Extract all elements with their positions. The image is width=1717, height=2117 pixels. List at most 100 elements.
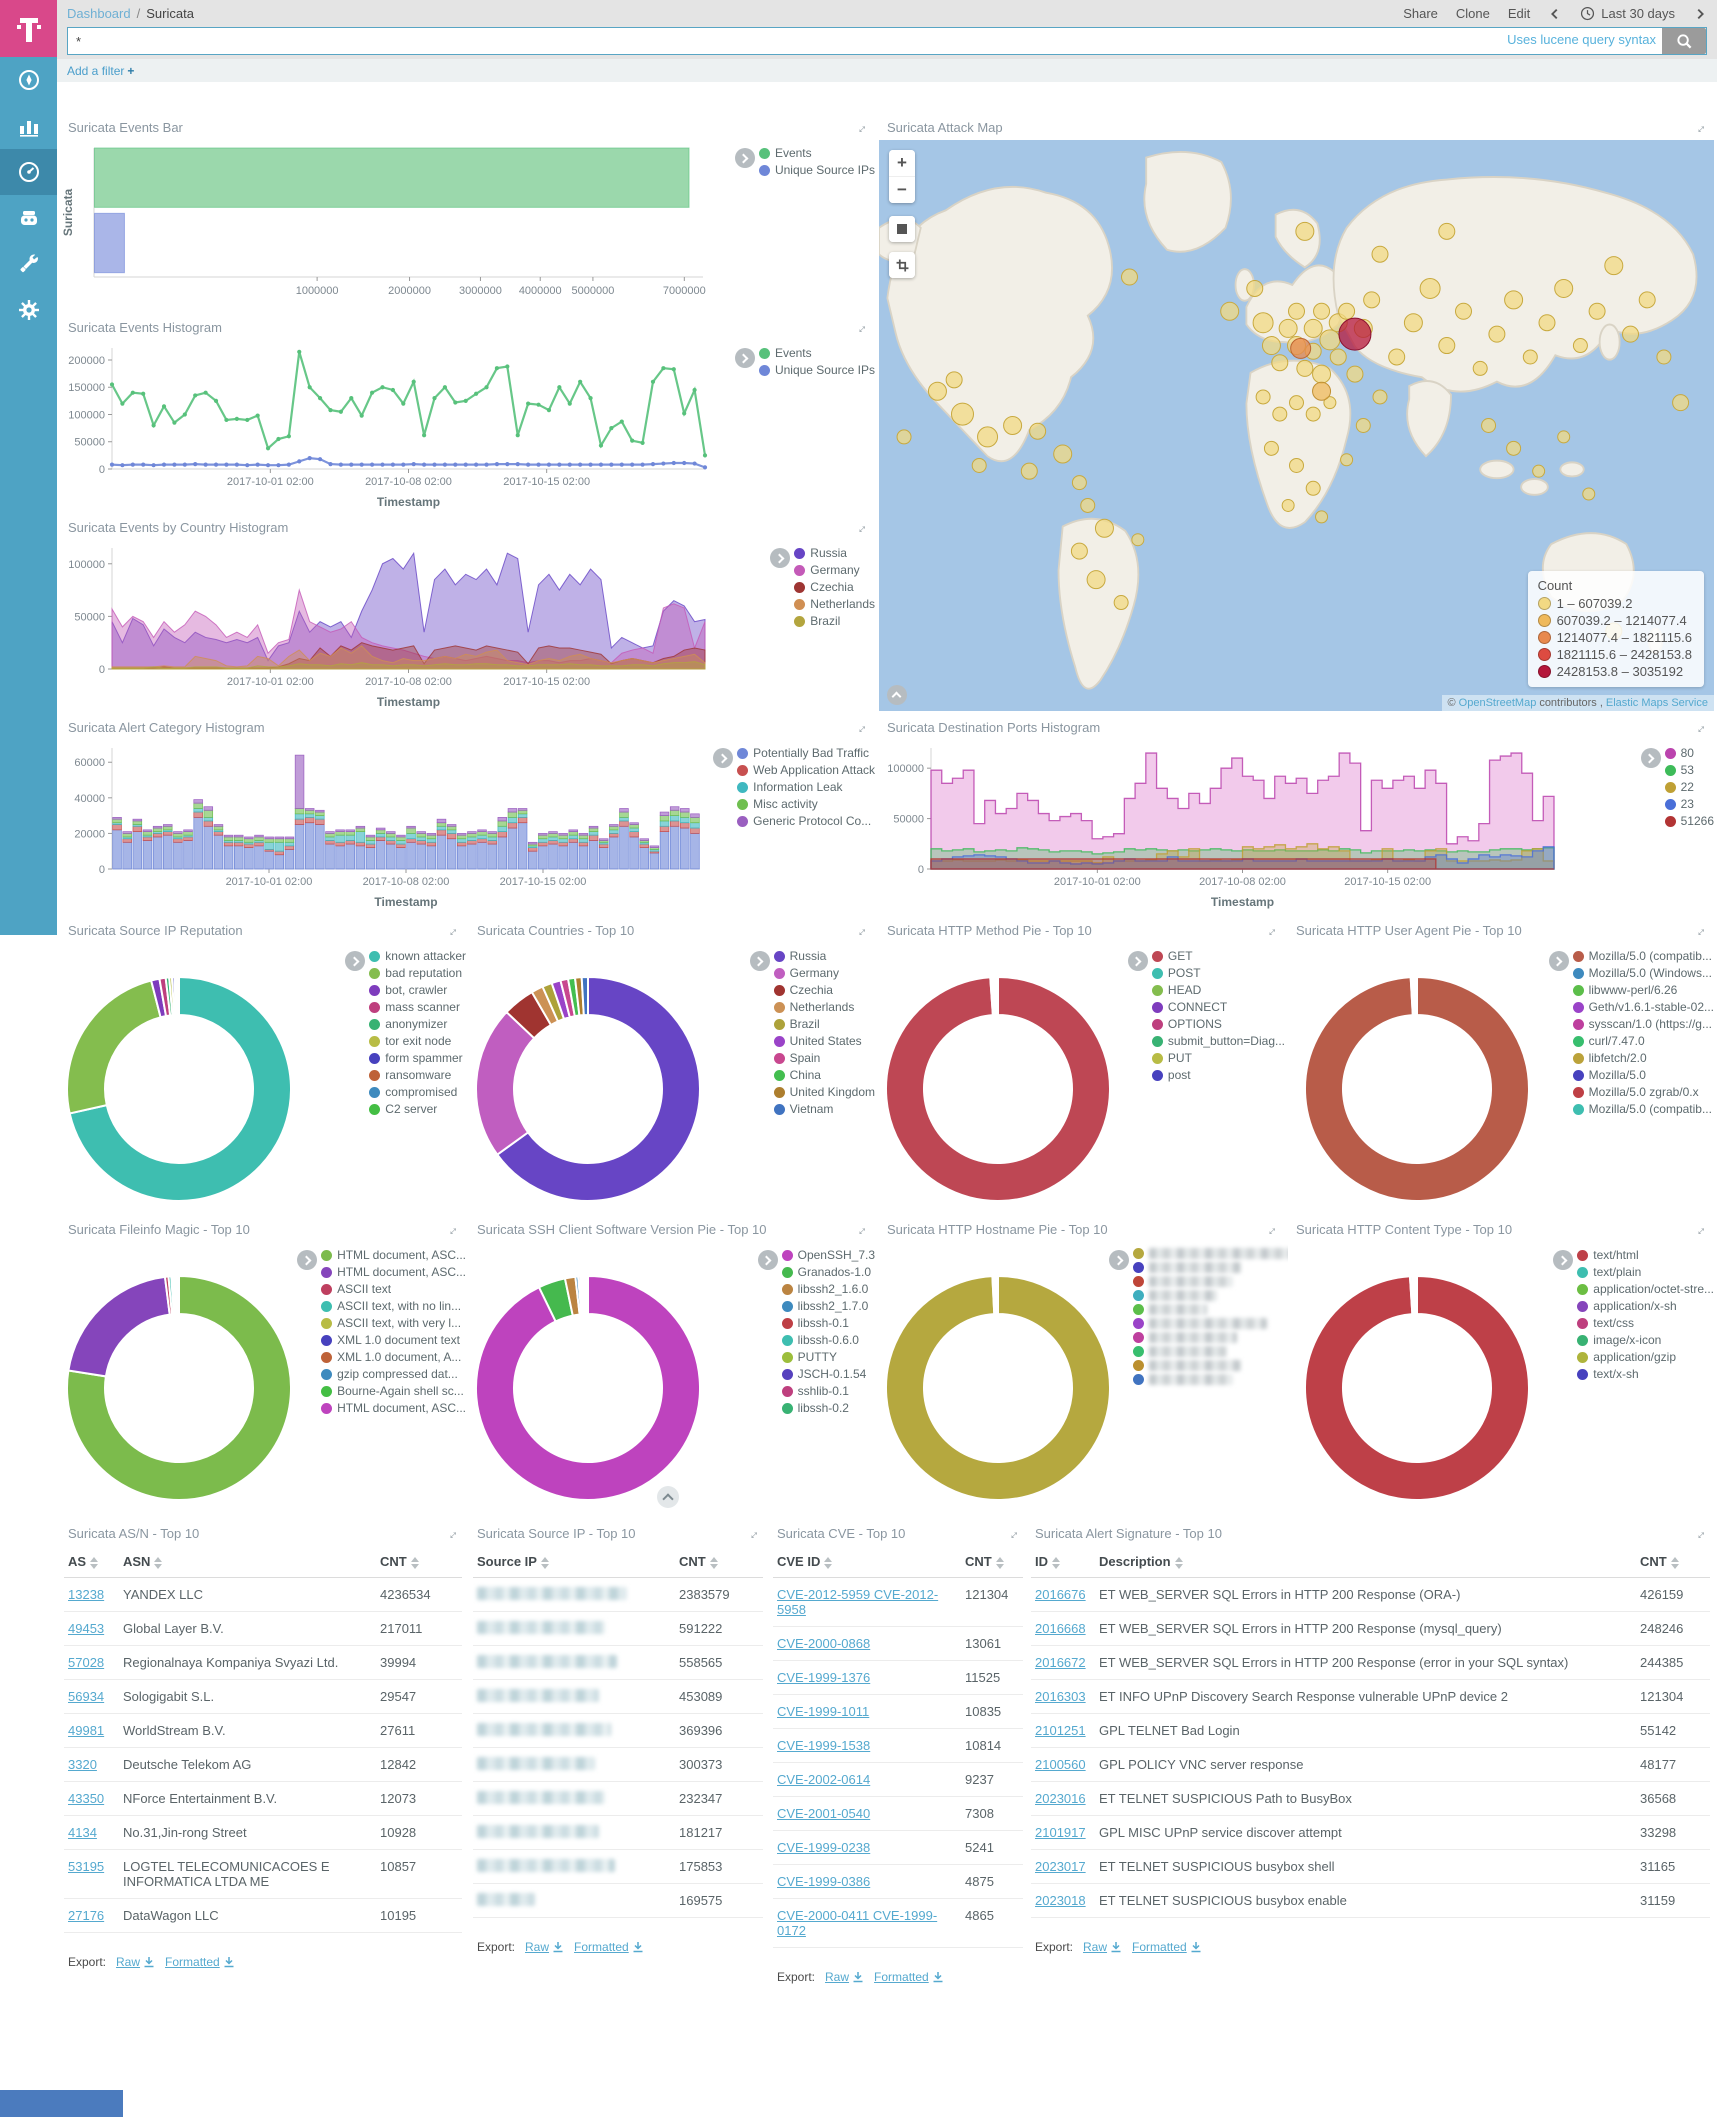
legend-item[interactable] [1133, 1360, 1297, 1371]
expand-panel-icon[interactable]: ↔ [441, 1219, 462, 1239]
legend-item[interactable]: form spammer [369, 1051, 466, 1065]
attack-bubble[interactable] [1263, 440, 1279, 456]
legend-item[interactable]: Geth/v1.6.1-stable-02... [1572, 1000, 1714, 1014]
sidebar-item-dashboard[interactable] [0, 149, 57, 195]
legend-toggle-button[interactable] [1127, 951, 1148, 971]
legend-item[interactable]: JSCH-0.1.54 [781, 1367, 875, 1381]
legend-item[interactable]: 23 [1664, 797, 1714, 811]
legend-item[interactable]: Netherlands [794, 597, 875, 611]
attack-bubble[interactable] [1295, 221, 1315, 241]
table-link[interactable]: 2016676 [1035, 1587, 1086, 1602]
search-button[interactable] [1662, 28, 1706, 54]
attack-bubble[interactable] [1305, 406, 1321, 422]
column-header-cnt[interactable]: CNT [1636, 1546, 1710, 1578]
legend-toggle-button[interactable] [1640, 748, 1661, 768]
attack-bubble[interactable] [1121, 268, 1138, 286]
legend-item[interactable]: HEAD [1151, 983, 1285, 997]
legend-toggle-button[interactable] [345, 951, 366, 971]
legend-item[interactable]: HTML document, ASC... [321, 1265, 466, 1279]
legend-item[interactable]: image/x-icon [1577, 1333, 1714, 1347]
column-header-cnt[interactable]: CNT [376, 1546, 462, 1578]
legend-item[interactable]: Germany [773, 966, 875, 980]
expand-panel-icon[interactable]: ↔ [1689, 117, 1710, 137]
attack-bubble[interactable] [1582, 487, 1596, 501]
attack-bubble[interactable] [1403, 313, 1423, 333]
attack-bubble[interactable] [1303, 318, 1323, 338]
attack-bubble[interactable] [1053, 444, 1073, 464]
legend-item[interactable]: libfetch/2.0 [1572, 1051, 1714, 1065]
legend-item[interactable]: libssh-0.2 [781, 1401, 875, 1415]
expand-panel-icon[interactable]: ↔ [850, 517, 871, 537]
attack-bubble[interactable] [1338, 302, 1356, 320]
export-formatted-link[interactable]: Formatted [165, 1955, 235, 1969]
legend-toggle-button[interactable] [757, 1250, 778, 1270]
export-raw-link[interactable]: Raw [525, 1940, 564, 1954]
table-link[interactable]: 13238 [68, 1587, 105, 1602]
attack-bubble[interactable] [1455, 302, 1472, 320]
legend-item[interactable]: libssh2_1.6.0 [781, 1282, 875, 1296]
expand-panel-icon[interactable]: ↔ [850, 717, 871, 737]
legend-toggle-button[interactable] [1548, 951, 1569, 971]
attack-bubble[interactable] [1488, 325, 1506, 343]
legend-item[interactable]: OpenSSH_7.3 [781, 1248, 875, 1262]
legend-item[interactable]: Misc activity [737, 797, 875, 811]
table-link[interactable]: CVE-1999-1538 [777, 1738, 871, 1753]
sidebar-item-management[interactable] [0, 287, 57, 333]
attack-bubble[interactable] [1086, 570, 1106, 590]
column-header-id[interactable]: ID [1031, 1546, 1095, 1578]
legend-item[interactable]: GET [1151, 949, 1285, 963]
attack-bubble[interactable] [1255, 389, 1271, 405]
legend-item[interactable]: mass scanner [369, 1000, 466, 1014]
expand-panel-icon[interactable]: ↔ [1260, 1219, 1281, 1239]
legend-item[interactable]: 53 [1664, 763, 1714, 777]
legend-item[interactable]: known attacker [369, 949, 466, 963]
attack-bubble[interactable] [1246, 279, 1264, 297]
map-canvas[interactable]: + − Count 1 – 607039.2 607039.2 – 1214077.4 1… [878, 140, 1714, 711]
table-link[interactable]: CVE-2000-0411 CVE-1999-0172 [777, 1908, 938, 1938]
attack-bubble[interactable] [977, 426, 999, 448]
legend-item[interactable]: curl/7.47.0 [1572, 1034, 1714, 1048]
sidebar-item-discover[interactable] [0, 57, 57, 103]
time-picker[interactable]: Last 30 days [1580, 6, 1675, 21]
legend-item[interactable]: Potentially Bad Traffic [737, 746, 875, 760]
export-formatted-link[interactable]: Formatted [574, 1940, 644, 1954]
legend-item[interactable]: XML 1.0 document text [321, 1333, 466, 1347]
legend-item[interactable]: libssh2_1.7.0 [781, 1299, 875, 1313]
legend-item[interactable]: Information Leak [737, 780, 875, 794]
column-header-as[interactable]: AS [64, 1546, 119, 1578]
attack-bubble[interactable] [1289, 457, 1304, 473]
attack-bubble[interactable] [1272, 406, 1288, 422]
attack-bubble[interactable] [1261, 336, 1281, 356]
legend-item[interactable]: PUTTY [781, 1350, 875, 1364]
legend-item[interactable] [1133, 1318, 1297, 1329]
legend-item[interactable]: 22 [1664, 780, 1714, 794]
attack-bubble[interactable] [1305, 480, 1321, 496]
legend-item[interactable] [1133, 1304, 1297, 1315]
table-link[interactable]: CVE-2001-0540 [777, 1806, 871, 1821]
attack-bubble[interactable] [1504, 290, 1524, 310]
table-link[interactable]: CVE-1999-0386 [777, 1874, 871, 1889]
attack-bubble[interactable] [971, 457, 987, 473]
column-header-source-ip[interactable]: Source IP [473, 1546, 675, 1578]
legend-toggle-button[interactable] [734, 348, 755, 368]
legend-item[interactable]: ASCII text, with no lin... [321, 1299, 466, 1313]
attack-bubble[interactable] [1438, 222, 1456, 240]
expand-panel-icon[interactable]: ↔ [1689, 717, 1710, 737]
legend-item[interactable]: Mozilla/5.0 zgrab/0.x [1572, 1085, 1714, 1099]
legend-item[interactable]: Web Application Attack [737, 763, 875, 777]
attack-bubble[interactable] [1312, 364, 1332, 384]
attack-bubble[interactable] [1506, 440, 1522, 456]
attack-bubble[interactable] [896, 429, 912, 445]
expand-panel-icon[interactable]: ↔ [1689, 1523, 1710, 1543]
legend-item[interactable]: Russia [773, 949, 875, 963]
export-raw-link[interactable]: Raw [1083, 1940, 1122, 1954]
collapse-row-button[interactable] [657, 1486, 679, 1508]
legend-item[interactable]: Germany [794, 563, 875, 577]
table-link[interactable]: 53195 [68, 1859, 105, 1874]
legend-item[interactable]: Russia [794, 546, 875, 560]
legend-item[interactable]: text/x-sh [1577, 1367, 1714, 1381]
legend-item[interactable] [1133, 1248, 1297, 1259]
legend-item[interactable]: application/x-sh [1577, 1299, 1714, 1313]
attack-bubble[interactable] [1572, 338, 1588, 354]
legend-item[interactable]: Vietnam [773, 1102, 875, 1116]
